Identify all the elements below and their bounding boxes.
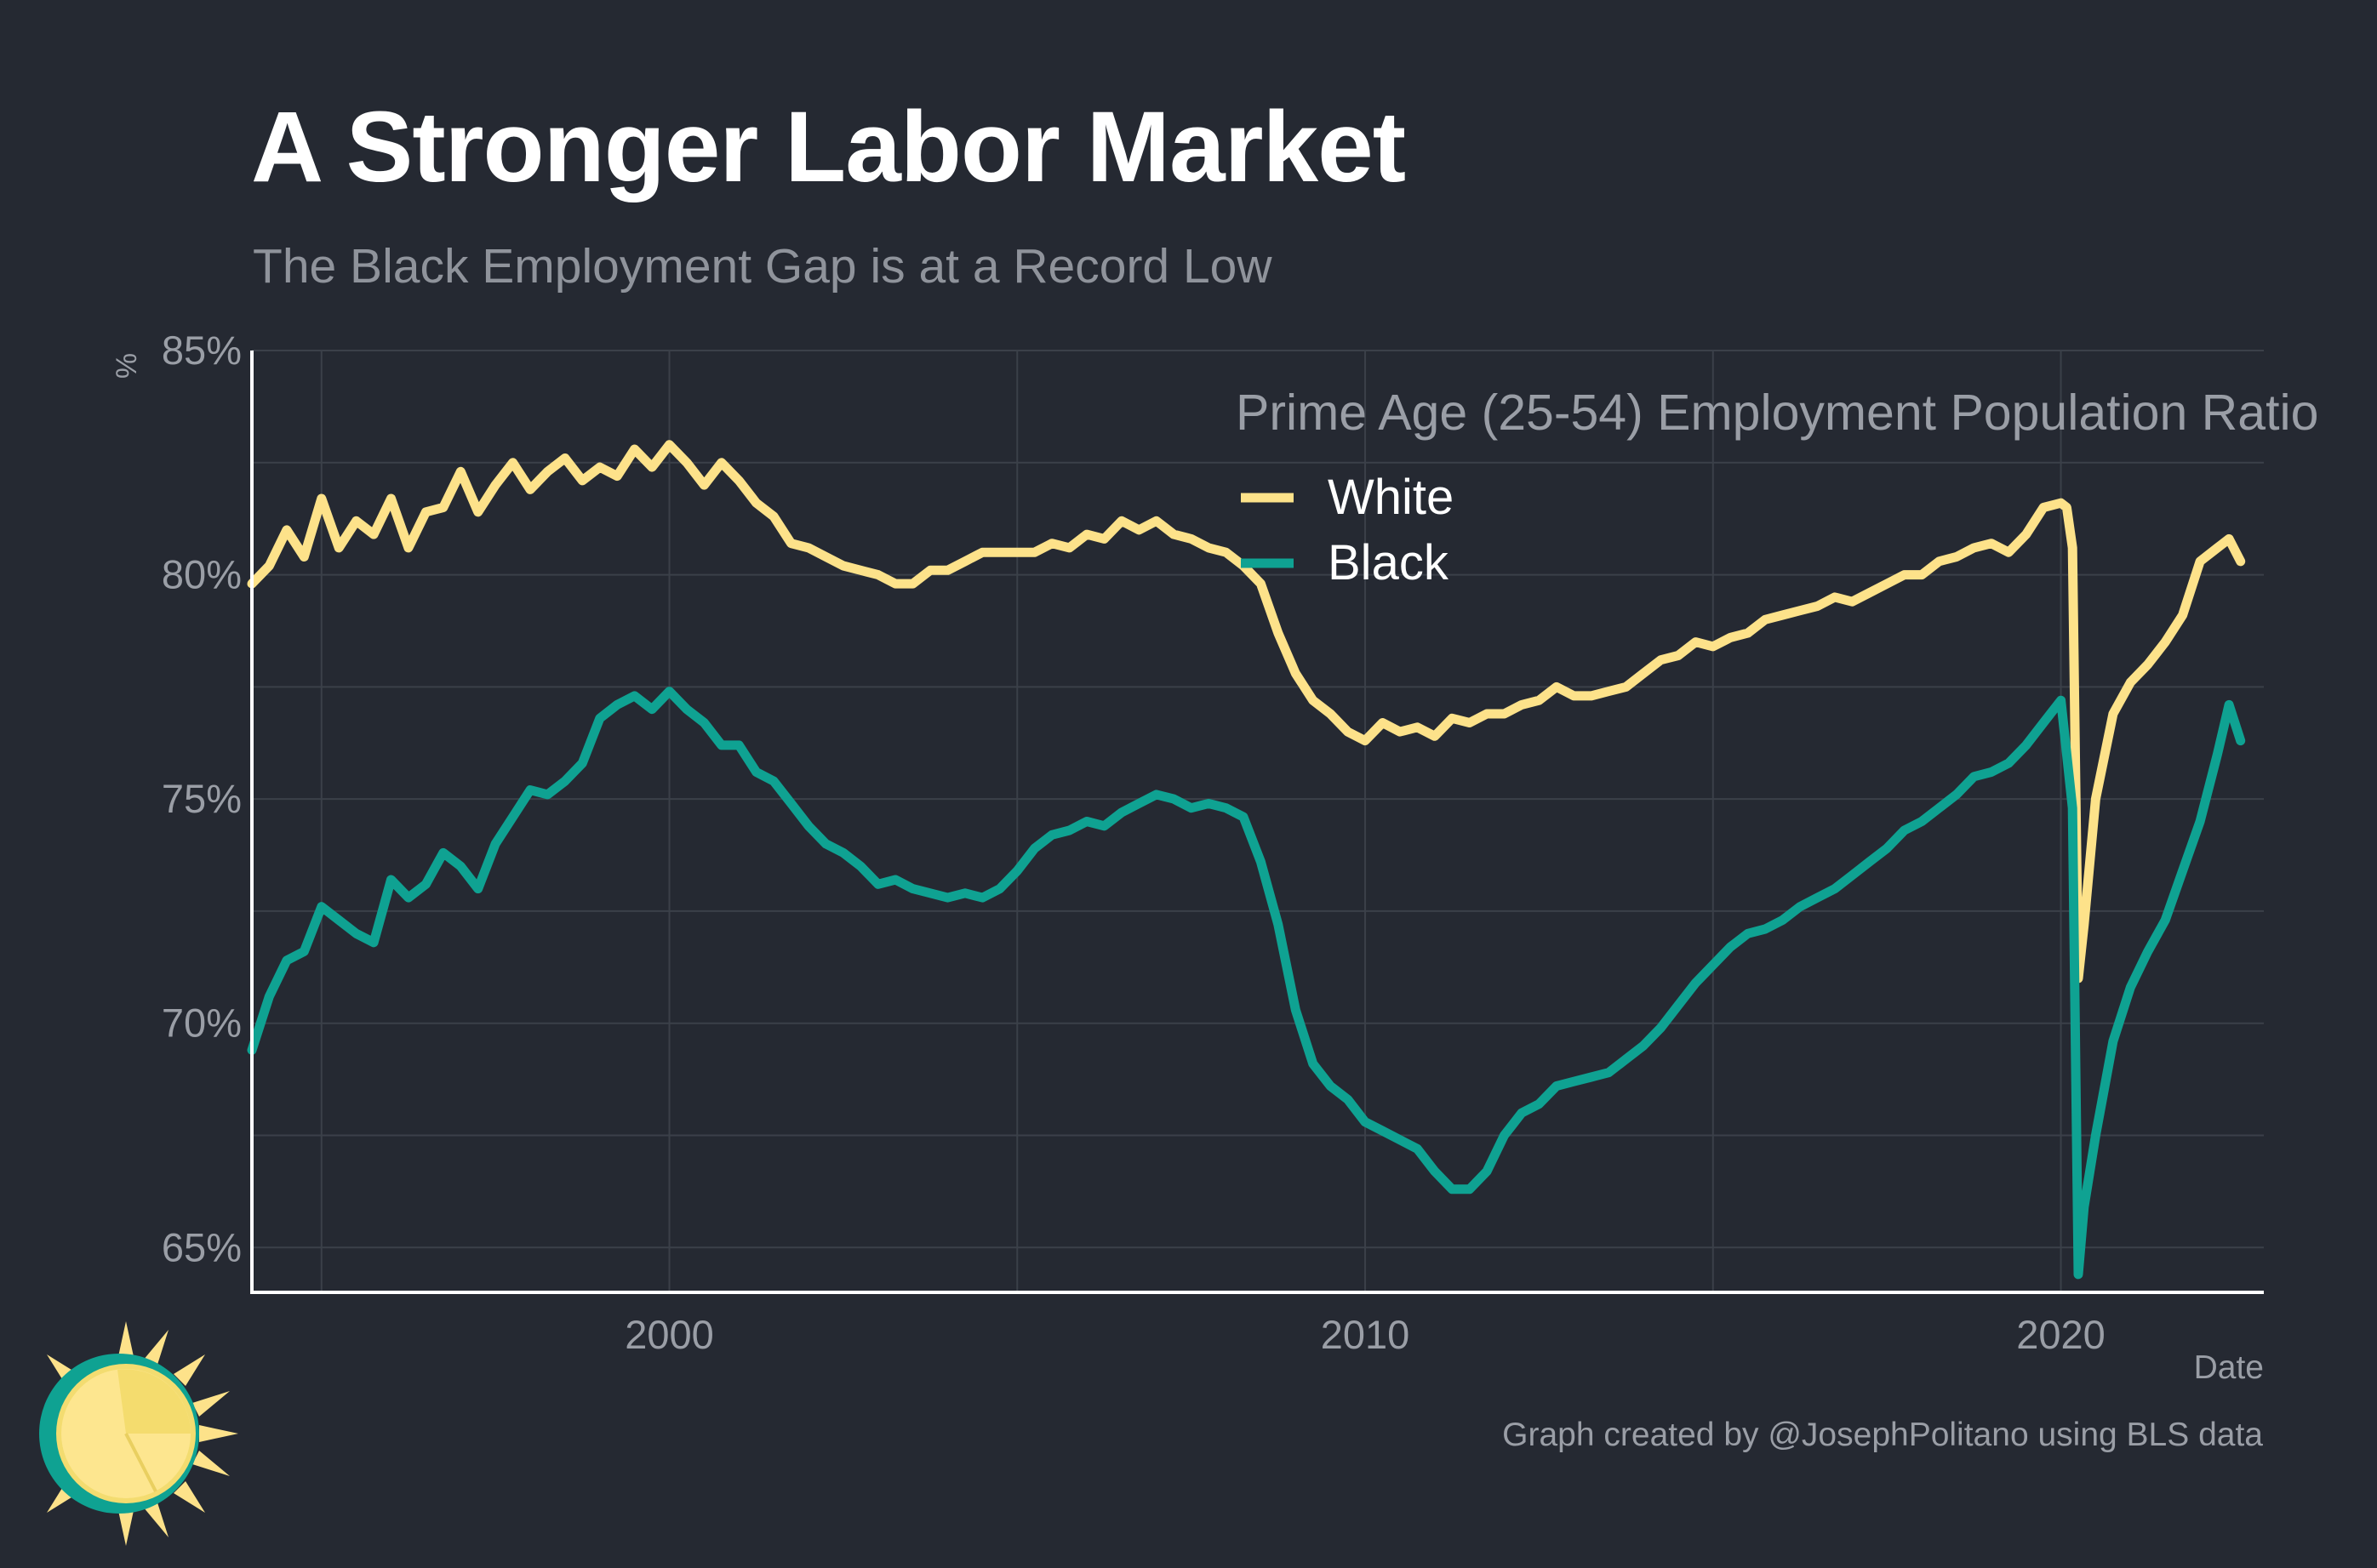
sun-logo-icon [39, 1321, 238, 1546]
axes [250, 351, 2264, 1294]
grid-lines [252, 350, 2264, 1292]
chart-title: A Stronger Labor Market [251, 91, 1406, 203]
y-tick-label: 75% [162, 776, 242, 821]
legend: Prime Age (25-54) Employment Population … [1236, 385, 2318, 590]
legend-label-white: White [1328, 470, 1454, 525]
y-tick-label: 80% [162, 552, 242, 597]
x-tick-label: 2010 [1321, 1312, 1410, 1357]
y-tick-label: 85% [162, 328, 242, 373]
x-tick-label: 2020 [2016, 1312, 2106, 1357]
y-axis-label: % [111, 353, 143, 379]
legend-title: Prime Age (25-54) Employment Population … [1236, 385, 2318, 441]
series-line-black [247, 687, 2246, 1280]
series-lines [247, 440, 2246, 1280]
x-tick-label: 2000 [625, 1312, 714, 1357]
series-line-white [247, 440, 2246, 984]
x-axis-label: Date [2194, 1349, 2264, 1386]
chart-caption: Graph created by @JosephPolitano using B… [1502, 1417, 2263, 1453]
legend-label-black: Black [1328, 535, 1449, 590]
y-tick-label: 70% [162, 1001, 242, 1046]
chart-subtitle: The Black Employment Gap is at a Record … [253, 239, 1272, 294]
tick-labels: 65% 70% 75% 80% 85% 2000 2010 2020 [162, 328, 2106, 1357]
y-tick-label: 65% [162, 1224, 242, 1269]
